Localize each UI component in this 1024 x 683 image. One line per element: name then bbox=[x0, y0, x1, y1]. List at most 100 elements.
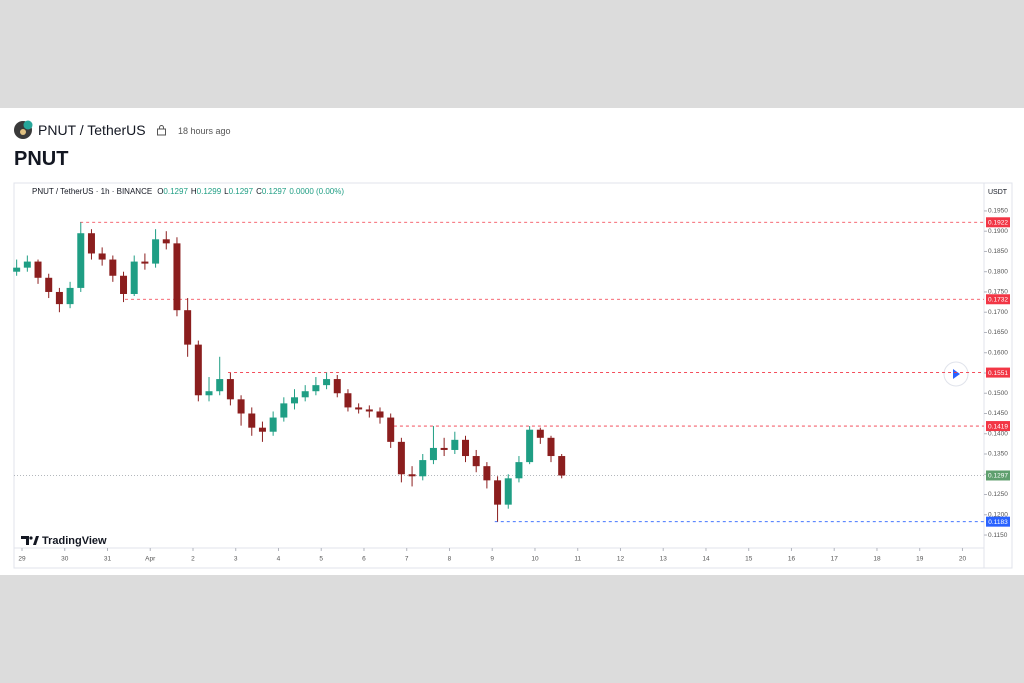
branding: TradingView bbox=[42, 535, 107, 547]
y-tick-label: 0.1150 bbox=[988, 532, 1008, 539]
candle-body bbox=[184, 310, 192, 345]
legend-change: 0.0000 (0.00%) bbox=[289, 187, 344, 196]
candle-body bbox=[397, 441, 405, 475]
candle-body bbox=[440, 447, 448, 450]
candle-body bbox=[376, 411, 384, 418]
x-tick-label: 9 bbox=[490, 556, 494, 563]
candle-body bbox=[152, 239, 160, 264]
level-label: 0.1183 bbox=[988, 519, 1008, 526]
x-tick-label: 19 bbox=[916, 556, 924, 563]
play-button[interactable] bbox=[943, 361, 969, 387]
y-tick-label: 0.1400 bbox=[988, 430, 1008, 437]
candle-body bbox=[77, 233, 85, 288]
candle-body bbox=[333, 379, 341, 394]
x-tick-label: 15 bbox=[745, 556, 753, 563]
candle-body bbox=[205, 391, 213, 396]
level-box bbox=[986, 421, 1010, 432]
y-tick-label: 0.1350 bbox=[988, 451, 1008, 458]
last-price-label: 0.1297 bbox=[988, 473, 1008, 480]
symbol-name[interactable]: PNUT / TetherUS bbox=[38, 122, 146, 138]
candle-body bbox=[365, 409, 373, 412]
y-tick-label: 0.1700 bbox=[988, 309, 1008, 316]
y-tick-label: 0.1750 bbox=[988, 289, 1008, 296]
candle-body bbox=[323, 379, 331, 386]
idea-title: PNUT bbox=[14, 148, 69, 170]
x-tick-label: 12 bbox=[617, 556, 625, 563]
legend-ohlc-label: C bbox=[256, 187, 262, 196]
y-tick-label: 0.1850 bbox=[988, 248, 1008, 255]
candle-body bbox=[515, 462, 523, 479]
candle-body bbox=[66, 287, 74, 305]
candle-body bbox=[451, 439, 459, 450]
candle-body bbox=[269, 417, 277, 432]
candle-body bbox=[504, 478, 512, 505]
x-tick-label: 14 bbox=[702, 556, 710, 563]
y-tick-label: 0.1250 bbox=[988, 491, 1008, 498]
x-tick-label: Apr bbox=[145, 556, 156, 563]
candle-body bbox=[526, 429, 534, 463]
candle-body bbox=[237, 399, 245, 414]
candle-body bbox=[98, 253, 106, 260]
candle-body bbox=[291, 397, 299, 404]
x-tick-label: 4 bbox=[277, 556, 281, 563]
x-tick-label: 30 bbox=[61, 556, 69, 563]
legend-ohlc-label: H bbox=[191, 187, 197, 196]
x-tick-label: 5 bbox=[319, 556, 323, 563]
level-label: 0.1551 bbox=[988, 370, 1008, 377]
y-tick-label: 0.1950 bbox=[988, 208, 1008, 215]
level-box bbox=[986, 294, 1010, 305]
legend-ohlc-label: L bbox=[224, 187, 229, 196]
candle-body bbox=[472, 456, 480, 467]
candle-body bbox=[419, 460, 427, 477]
y-tick-label: 0.1800 bbox=[988, 268, 1008, 275]
x-tick-label: 11 bbox=[574, 556, 581, 563]
x-tick-label: 29 bbox=[18, 556, 26, 563]
x-tick-label: 2 bbox=[191, 556, 195, 563]
legend-ohlc-value: 0.1299 bbox=[197, 187, 222, 196]
candle-body bbox=[173, 243, 181, 311]
candle-body bbox=[387, 417, 395, 442]
candle-body bbox=[536, 429, 544, 438]
candle-body bbox=[87, 233, 95, 254]
lock-icon bbox=[157, 125, 166, 136]
candle-body bbox=[216, 379, 224, 392]
legend-ohlc-value: 0.1297 bbox=[262, 187, 287, 196]
level-box bbox=[986, 367, 1010, 378]
legend-symbol: PNUT / TetherUS · 1h · BINANCE bbox=[32, 187, 152, 196]
candle-body bbox=[45, 277, 53, 292]
candle-body bbox=[23, 261, 31, 268]
candle-body bbox=[483, 466, 491, 481]
tv-logo bbox=[21, 536, 39, 545]
candle-body bbox=[13, 267, 21, 272]
x-tick-label: 6 bbox=[362, 556, 366, 563]
candle-body bbox=[494, 480, 502, 505]
legend-ohlc-value: 0.1297 bbox=[163, 187, 188, 196]
x-tick-label: 17 bbox=[831, 556, 839, 563]
candle-body bbox=[120, 275, 128, 294]
y-tick-label: 0.1450 bbox=[988, 410, 1008, 417]
legend-ohlc-label: O bbox=[157, 187, 163, 196]
candle-body bbox=[109, 259, 117, 276]
candle-body bbox=[312, 385, 320, 392]
x-tick-label: 13 bbox=[660, 556, 668, 563]
candle-body bbox=[258, 427, 266, 432]
candle-body bbox=[462, 439, 470, 457]
x-tick-label: 8 bbox=[448, 556, 452, 563]
publish-time: 18 hours ago bbox=[178, 126, 231, 136]
last-price-box bbox=[986, 470, 1010, 481]
x-tick-label: 31 bbox=[104, 556, 112, 563]
x-tick-label: 16 bbox=[788, 556, 796, 563]
x-tick-label: 18 bbox=[873, 556, 881, 563]
y-tick-label: 0.1500 bbox=[988, 390, 1008, 397]
y-tick-label: 0.1600 bbox=[988, 349, 1008, 356]
chart-legend: PNUT / TetherUS · 1h · BINANCE O0.1297 H0.… bbox=[32, 187, 344, 196]
y-tick-label: 0.1900 bbox=[988, 228, 1008, 235]
price-axis-unit: USDT bbox=[988, 189, 1008, 196]
chart-frame bbox=[13, 182, 1013, 569]
candle-body bbox=[130, 261, 138, 294]
x-tick-label: 10 bbox=[531, 556, 539, 563]
candle-body bbox=[55, 291, 63, 305]
candle-body bbox=[194, 344, 202, 396]
